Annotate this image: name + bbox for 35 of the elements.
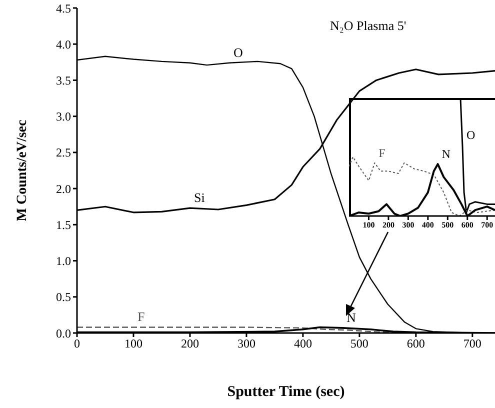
x-tick-label: 300: [237, 336, 256, 351]
x-tick-label: 200: [382, 220, 394, 230]
series-label: N: [442, 147, 451, 162]
x-tick-label: 600: [406, 336, 425, 351]
x-tick-label: 300: [402, 220, 414, 230]
y-tick-label: 2.5: [56, 146, 71, 160]
y-tick-label: 4.0: [56, 37, 71, 52]
x-tick-label: 100: [124, 336, 142, 351]
y-tick-label: 1.5: [56, 218, 71, 232]
x-tick-label: 100: [362, 220, 375, 230]
y-tick-label: 1.0: [56, 254, 71, 268]
x-tick-label: 700: [481, 220, 494, 230]
series-label: O: [466, 128, 476, 142]
x-tick-label: 600: [461, 220, 474, 230]
x-axis-title: Sputter Time (sec): [227, 384, 345, 400]
series-label: N: [346, 310, 356, 325]
x-tick-label: 500: [350, 336, 368, 351]
x-tick-label: 0: [74, 336, 80, 351]
series-label: F: [378, 146, 386, 160]
y-tick-label: 3.5: [56, 73, 71, 88]
x-tick-label: 200: [180, 336, 199, 351]
series-label: Si: [194, 190, 206, 206]
series-label: F: [137, 309, 145, 324]
series-label: O: [234, 44, 243, 60]
y-tick-label: 3.0: [56, 110, 71, 124]
y-tick-label: 2.0: [56, 182, 71, 196]
x-tick-label: 400: [294, 336, 312, 351]
y-tick-label: 0.0: [56, 326, 71, 340]
annotation: N₂O Plasma 5': [330, 18, 406, 34]
x-tick-label: 400: [422, 220, 434, 230]
y-tick-label: 4.5: [56, 1, 71, 16]
x-tick-label: 500: [442, 220, 454, 230]
y-axis-title: M Counts/eV/sec: [14, 120, 30, 222]
y-tick-label: 0.5: [56, 290, 71, 304]
x-tick-label: 700: [463, 336, 482, 351]
